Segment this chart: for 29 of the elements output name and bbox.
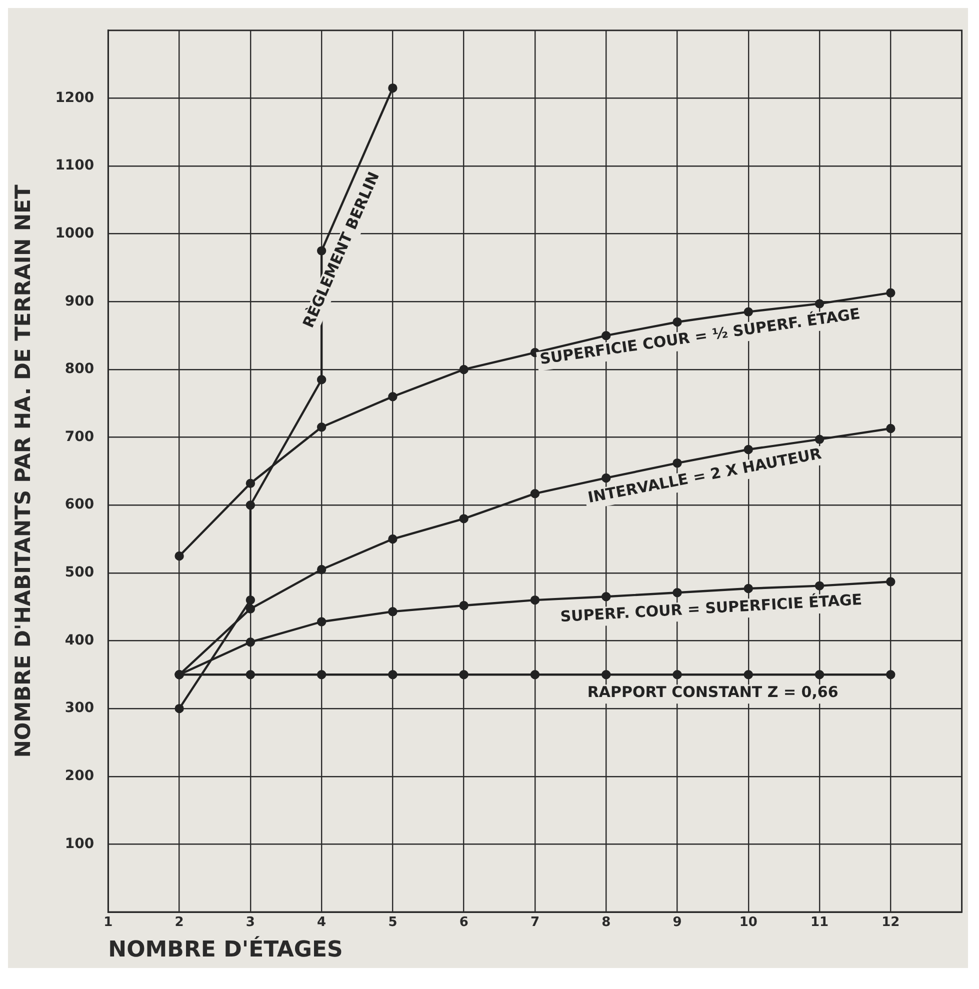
y-tick-label: 200 (64, 768, 94, 784)
y-tick-label: 400 (64, 632, 94, 648)
x-tick-label: 5 (388, 915, 398, 930)
y-axis-title: NOMBRE D'HABITANTS PAR HA. DE TERRAIN NET (11, 184, 36, 758)
x-tick-label: 9 (672, 915, 682, 930)
x-tick-label: 3 (246, 915, 255, 930)
series-label: RAPPORT CONSTANT Z = 0,66 (587, 683, 838, 702)
x-tick-label: 10 (739, 915, 758, 930)
y-tick-label: 1100 (55, 158, 94, 174)
x-tick-label: 11 (810, 915, 829, 930)
y-tick-label: 800 (64, 361, 94, 378)
x-tick-label: 7 (530, 915, 540, 930)
x-tick-label: 8 (602, 915, 611, 930)
x-tick-label: 6 (459, 915, 468, 930)
series-label: SUPERF. COUR = SUPERFICIE ÉTAGE (560, 590, 862, 626)
y-tick-label: 1000 (55, 225, 94, 242)
x-tick-label: 4 (317, 915, 326, 930)
y-tick-label: 100 (64, 836, 94, 852)
y-tick-label: 500 (64, 564, 94, 581)
y-tick-label: 600 (64, 496, 94, 513)
y-tick-label: 700 (64, 428, 94, 445)
y-tick-label: 900 (64, 293, 94, 310)
y-tick-label: 1200 (55, 90, 94, 106)
x-axis-title: NOMBRE D'ÉTAGES (108, 936, 343, 963)
x-tick-label: 1 (104, 915, 113, 930)
text: SUPERFICIE COUR = ½ SUPERF. ÉTAGE (538, 304, 862, 368)
x-tick-label: 2 (174, 915, 184, 930)
x-tick-label: 12 (882, 915, 900, 930)
y-tick-label: 300 (64, 700, 94, 716)
